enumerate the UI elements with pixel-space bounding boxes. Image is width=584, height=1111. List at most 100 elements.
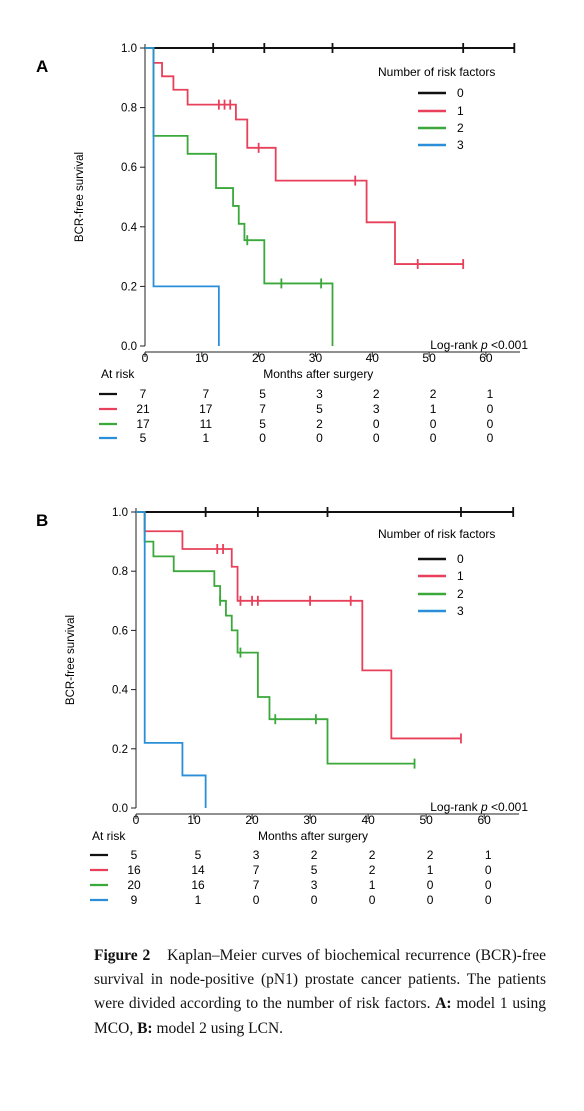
at-risk-value-2: 1 [369, 878, 376, 892]
at-risk-value-0: 1 [485, 848, 492, 862]
panel-label: A [36, 57, 48, 76]
legend-entry-1: 1 [457, 569, 464, 583]
y-tick-label: 0.6 [121, 162, 137, 174]
at-risk-value-2: 11 [200, 417, 213, 431]
at-risk-value-2: 20 [127, 878, 141, 892]
at-risk-value-2: 3 [311, 878, 318, 892]
at-risk-value-0: 1 [487, 387, 494, 401]
y-tick-label: 0.8 [112, 566, 128, 578]
y-tick-label: 0.4 [112, 685, 129, 697]
at-risk-value-1: 3 [373, 402, 380, 416]
y-tick-label: 0.6 [112, 625, 128, 637]
logrank-annotation: Log-rank p <0.001 [430, 800, 528, 814]
caption-b-text: model 2 using LCN. [156, 1019, 284, 1037]
legend-title: Number of risk factors [378, 527, 495, 541]
legend-entry-2: 2 [457, 587, 464, 601]
km-chart-b: B0.00.20.40.60.81.00 10 20 30 40 50 60BCR-free… [36, 507, 528, 907]
caption-a-text: model 1 using MCO, [94, 995, 547, 1037]
y-tick-label: 0.4 [121, 222, 138, 234]
at-risk-value-3: 9 [131, 893, 138, 907]
at-risk-value-3: 0 [427, 893, 434, 907]
at-risk-value-3: 0 [487, 431, 494, 445]
at-risk-value-1: 0 [485, 863, 492, 877]
at-risk-value-1: 7 [259, 402, 266, 416]
at-risk-value-3: 5 [140, 431, 147, 445]
at-risk-value-2: 7 [253, 878, 260, 892]
at-risk-value-2: 5 [259, 417, 266, 431]
x-tick-label: 40 [366, 351, 380, 365]
y-tick-label: 0.2 [121, 281, 137, 293]
at-risk-value-2: 0 [373, 417, 380, 431]
x-tick-label: 0 [142, 351, 149, 365]
y-tick-label: 0.2 [112, 744, 128, 756]
at-risk-value-3: 0 [253, 893, 260, 907]
legend-title: Number of risk factors [378, 65, 495, 79]
at-risk-value-0: 2 [427, 848, 434, 862]
x-tick-label: 30 [309, 351, 323, 365]
at-risk-value-1: 21 [136, 402, 150, 416]
at-risk-value-3: 1 [202, 431, 209, 445]
y-tick-label: 1.0 [112, 507, 128, 519]
y-axis-label: BCR-free survival [65, 615, 77, 705]
y-tick-label: 0.8 [121, 103, 137, 115]
at-risk-value-1: 14 [191, 863, 205, 877]
legend-entry-0: 0 [457, 552, 464, 566]
y-tick-label: 1.0 [121, 43, 137, 55]
at-risk-value-1: 7 [253, 863, 260, 877]
at-risk-value-3: 1 [195, 893, 202, 907]
at-risk-value-3: 0 [430, 431, 437, 445]
at-risk-value-0: 5 [259, 387, 266, 401]
at-risk-value-0: 3 [316, 387, 323, 401]
at-risk-value-3: 0 [373, 431, 380, 445]
at-risk-value-2: 16 [191, 878, 205, 892]
y-axis-label: BCR-free survival [74, 152, 86, 242]
x-tick-label: 30 [303, 813, 317, 827]
x-axis-label: Months after surgery [258, 829, 368, 843]
legend-entry-3: 3 [457, 604, 464, 618]
at-risk-value-2: 0 [427, 878, 434, 892]
at-risk-value-2: 17 [136, 417, 150, 431]
y-tick-label: 0.0 [121, 341, 137, 353]
at-risk-value-3: 0 [259, 431, 266, 445]
km-curve-1 [136, 511, 461, 740]
x-axis-label: Months after surgery [263, 367, 373, 381]
x-tick-label: 40 [361, 813, 375, 827]
at-risk-value-0: 2 [311, 848, 318, 862]
at-risk-value-0: 2 [369, 848, 376, 862]
at-risk-label: At risk [92, 829, 126, 843]
at-risk-value-2: 0 [430, 417, 437, 431]
caption-a-label: A: [435, 995, 452, 1013]
at-risk-value-1: 17 [199, 402, 213, 416]
at-risk-value-0: 5 [195, 848, 202, 862]
x-tick-label: 60 [478, 813, 492, 827]
x-tick-label: 50 [422, 351, 436, 365]
at-risk-value-3: 0 [316, 431, 323, 445]
y-tick-label: 0.0 [112, 803, 128, 815]
at-risk-label: At risk [101, 367, 135, 381]
at-risk-value-1: 5 [316, 402, 323, 416]
legend-entry-1: 1 [457, 104, 464, 118]
at-risk-value-3: 0 [369, 893, 376, 907]
at-risk-value-1: 16 [127, 863, 141, 877]
x-tick-label: 50 [419, 813, 433, 827]
legend-entry-3: 3 [457, 138, 464, 152]
at-risk-value-0: 3 [253, 848, 260, 862]
caption-label: Figure 2 [94, 947, 151, 964]
x-tick-label: 10 [195, 351, 209, 365]
logrank-annotation: Log-rank p <0.001 [430, 338, 528, 352]
km-chart-a: A0.00.20.40.60.81.00 10 20 30 40 50 60BCR-free… [36, 43, 528, 445]
km-curve-3 [145, 47, 220, 346]
legend-entry-0: 0 [457, 86, 464, 100]
x-tick-label: 20 [245, 813, 259, 827]
legend-entry-2: 2 [457, 121, 464, 135]
at-risk-value-0: 2 [430, 387, 437, 401]
at-risk-value-1: 2 [369, 863, 376, 877]
km-curve-2 [145, 47, 334, 346]
panel-label: B [36, 511, 48, 530]
at-risk-value-1: 1 [430, 402, 437, 416]
at-risk-value-1: 1 [427, 863, 434, 877]
at-risk-value-1: 0 [487, 402, 494, 416]
km-curve-1 [145, 47, 464, 265]
x-tick-label: 0 [133, 813, 140, 827]
km-curve-3 [136, 511, 207, 808]
